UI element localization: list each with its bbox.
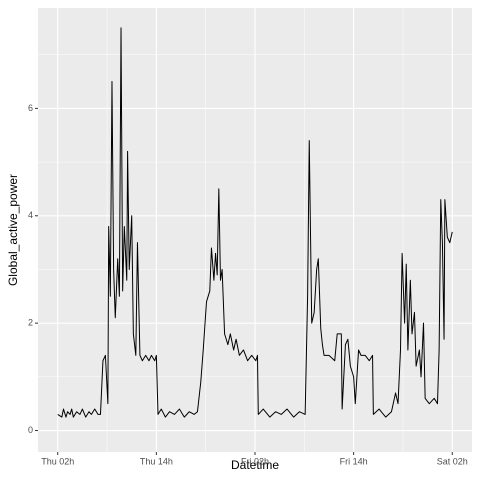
y-tick-label: 6: [28, 103, 33, 113]
x-axis-title: Datetime: [231, 458, 279, 472]
y-axis-title: Global_active_power: [6, 174, 20, 286]
y-tick-label: 2: [28, 318, 33, 328]
x-tick-label: Fri 14h: [340, 456, 368, 466]
data-line: [57, 27, 453, 418]
x-tick-label: Fri 02h: [241, 456, 269, 466]
x-tick-label: Sat 02h: [437, 456, 468, 466]
y-tick-label: 4: [28, 210, 33, 220]
y-tick-label: 0: [28, 425, 33, 435]
x-tick-label: Thu 14h: [140, 456, 173, 466]
x-tick-label: Thu 02h: [41, 456, 74, 466]
